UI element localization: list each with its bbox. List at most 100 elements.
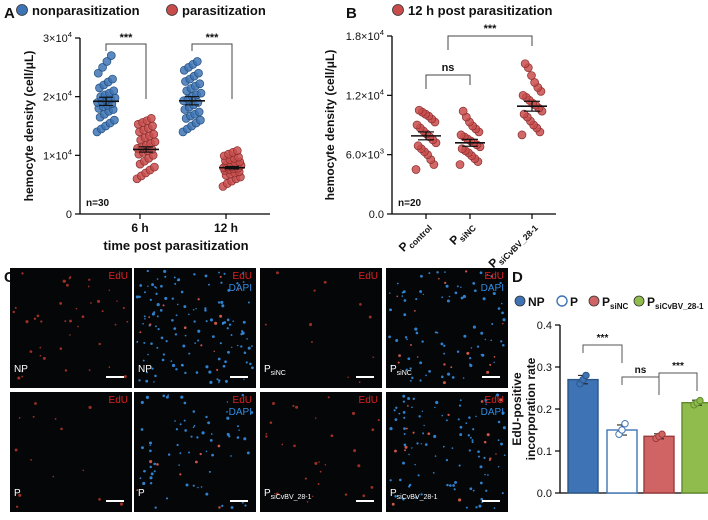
cell-nucleus [407, 397, 411, 401]
cell-nucleus [180, 363, 184, 367]
cell-nucleus [442, 446, 445, 448]
x-axis-label: time post parasitization [103, 238, 248, 253]
cell-nucleus [190, 435, 193, 438]
edu-channel-label: EdU [233, 271, 252, 282]
cell-nucleus [69, 334, 71, 336]
cell-nucleus [165, 395, 169, 399]
cell-nucleus [149, 476, 153, 480]
cell-nucleus [148, 441, 153, 445]
cell-nucleus [208, 470, 211, 473]
cell-nucleus [377, 419, 380, 422]
cell-nucleus [486, 433, 490, 437]
cell-nucleus [422, 432, 425, 435]
cell-nucleus [409, 367, 412, 370]
cell-nucleus [434, 455, 437, 457]
cell-nucleus [403, 443, 407, 447]
cell-nucleus [391, 502, 395, 506]
cell-nucleus [182, 344, 186, 348]
cell-nucleus [147, 285, 149, 287]
cell-nucleus [96, 299, 101, 303]
cell-nucleus [163, 269, 167, 274]
cell-nucleus [407, 357, 411, 361]
cell-nucleus [469, 363, 471, 365]
cell-nucleus [276, 271, 279, 275]
cell-nucleus [176, 443, 179, 447]
cell-nucleus [304, 477, 307, 480]
cell-nucleus [204, 307, 207, 310]
cell-nucleus [149, 298, 152, 302]
cell-nucleus [446, 483, 449, 487]
cell-nucleus [171, 363, 176, 368]
cell-nucleus [231, 346, 233, 348]
cell-nucleus [227, 288, 231, 292]
cell-nucleus [108, 366, 111, 368]
cell-nucleus [138, 295, 141, 299]
data-point [195, 79, 205, 89]
cell-nucleus [140, 400, 144, 405]
cell-nucleus [175, 368, 178, 371]
data-point [517, 130, 527, 140]
sample-label: P [14, 488, 21, 499]
data-point [414, 105, 424, 115]
cell-nucleus [405, 368, 408, 371]
cell-nucleus [458, 464, 461, 467]
cell-nucleus [483, 456, 486, 459]
cell-nucleus [492, 291, 496, 296]
cell-nucleus [319, 470, 322, 473]
cell-nucleus [226, 318, 230, 322]
cell-nucleus [62, 279, 66, 283]
cell-nucleus [154, 325, 157, 328]
cell-nucleus [486, 273, 489, 276]
cell-nucleus [188, 451, 191, 454]
cell-nucleus [98, 342, 101, 346]
cell-nucleus [230, 334, 233, 336]
cell-nucleus [188, 313, 190, 316]
dapi-channel-label: DAPI [229, 283, 252, 294]
micrograph-background [260, 392, 382, 512]
data-point [518, 90, 528, 100]
significance-label: *** [597, 333, 609, 344]
cell-nucleus [139, 477, 142, 480]
significance-bracket [621, 376, 660, 395]
data-point [196, 88, 206, 98]
cell-nucleus [394, 494, 397, 498]
panel-letter-d: D [512, 269, 523, 286]
cell-nucleus [417, 474, 420, 477]
micrograph-background [10, 268, 132, 388]
cell-nucleus [214, 321, 218, 325]
cell-nucleus [243, 351, 247, 355]
cell-nucleus [469, 436, 472, 439]
cell-nucleus [247, 346, 251, 350]
panel-c-micrographs: EdUNPEdUDAPINPEdUPsiNCEdUDAPIPsiNCEdUPEd… [10, 268, 508, 512]
cell-nucleus [226, 432, 230, 436]
cell-nucleus [449, 484, 452, 487]
cell-nucleus [459, 433, 463, 437]
cell-nucleus [445, 458, 449, 462]
cell-nucleus [153, 470, 156, 473]
cell-nucleus [221, 504, 224, 508]
cell-nucleus [141, 446, 144, 450]
panel-b-scatter: 12 h post parasitization 0.0 6.0×103 1.2×10… [323, 3, 556, 271]
cell-nucleus [208, 370, 212, 374]
y-tick-label: 1.2×104 [346, 87, 385, 102]
cell-nucleus [193, 273, 196, 276]
cell-nucleus [209, 380, 213, 384]
cell-nucleus [444, 271, 446, 273]
cell-nucleus [142, 481, 146, 486]
cell-nucleus [154, 506, 157, 509]
cell-nucleus [180, 290, 184, 294]
cell-nucleus [502, 426, 506, 430]
cell-nucleus [421, 410, 424, 413]
cell-nucleus [195, 307, 197, 310]
cell-nucleus [405, 427, 408, 430]
cell-nucleus [114, 323, 117, 326]
data-point [411, 165, 421, 174]
cell-nucleus [462, 294, 466, 299]
cell-nucleus [484, 338, 487, 341]
cell-nucleus [160, 284, 163, 288]
panel-letter-a: A [4, 5, 15, 22]
cell-nucleus [183, 326, 187, 330]
cell-nucleus [199, 452, 202, 456]
cell-nucleus [219, 314, 223, 318]
cell-nucleus [490, 284, 492, 287]
